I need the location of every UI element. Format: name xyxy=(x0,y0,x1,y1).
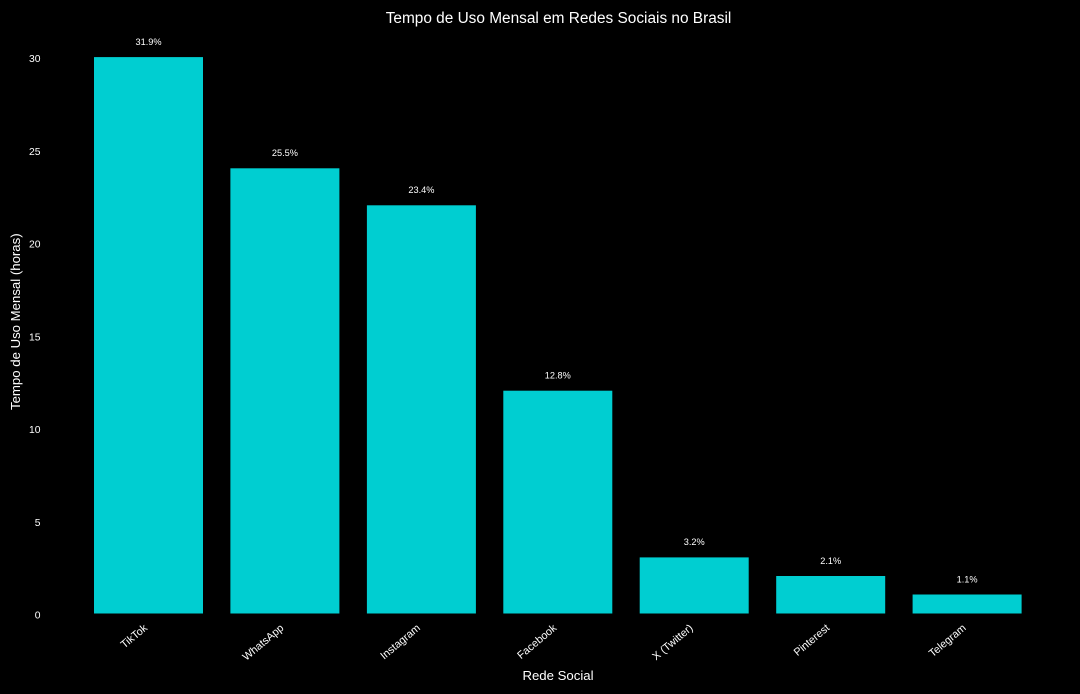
svg-text:15: 15 xyxy=(29,332,41,343)
svg-text:20: 20 xyxy=(29,240,41,251)
svg-text:Tempo de Uso Mensal em Redes S: Tempo de Uso Mensal em Redes Sociais no … xyxy=(386,10,732,27)
svg-text:25: 25 xyxy=(29,147,41,158)
svg-text:31.9%: 31.9% xyxy=(135,37,161,47)
svg-text:5: 5 xyxy=(35,518,41,529)
svg-text:0: 0 xyxy=(35,611,41,622)
svg-text:23.4%: 23.4% xyxy=(408,185,434,195)
svg-text:Rede Social: Rede Social xyxy=(522,668,593,683)
svg-text:3.2%: 3.2% xyxy=(684,537,705,547)
svg-text:10: 10 xyxy=(29,425,41,436)
svg-text:Tempo de Uso Mensal (horas): Tempo de Uso Mensal (horas) xyxy=(8,233,23,410)
svg-text:30: 30 xyxy=(29,54,41,65)
svg-text:1.1%: 1.1% xyxy=(957,574,978,584)
svg-text:2.1%: 2.1% xyxy=(820,556,841,566)
svg-text:25.5%: 25.5% xyxy=(272,148,298,158)
svg-text:12.8%: 12.8% xyxy=(545,371,571,381)
